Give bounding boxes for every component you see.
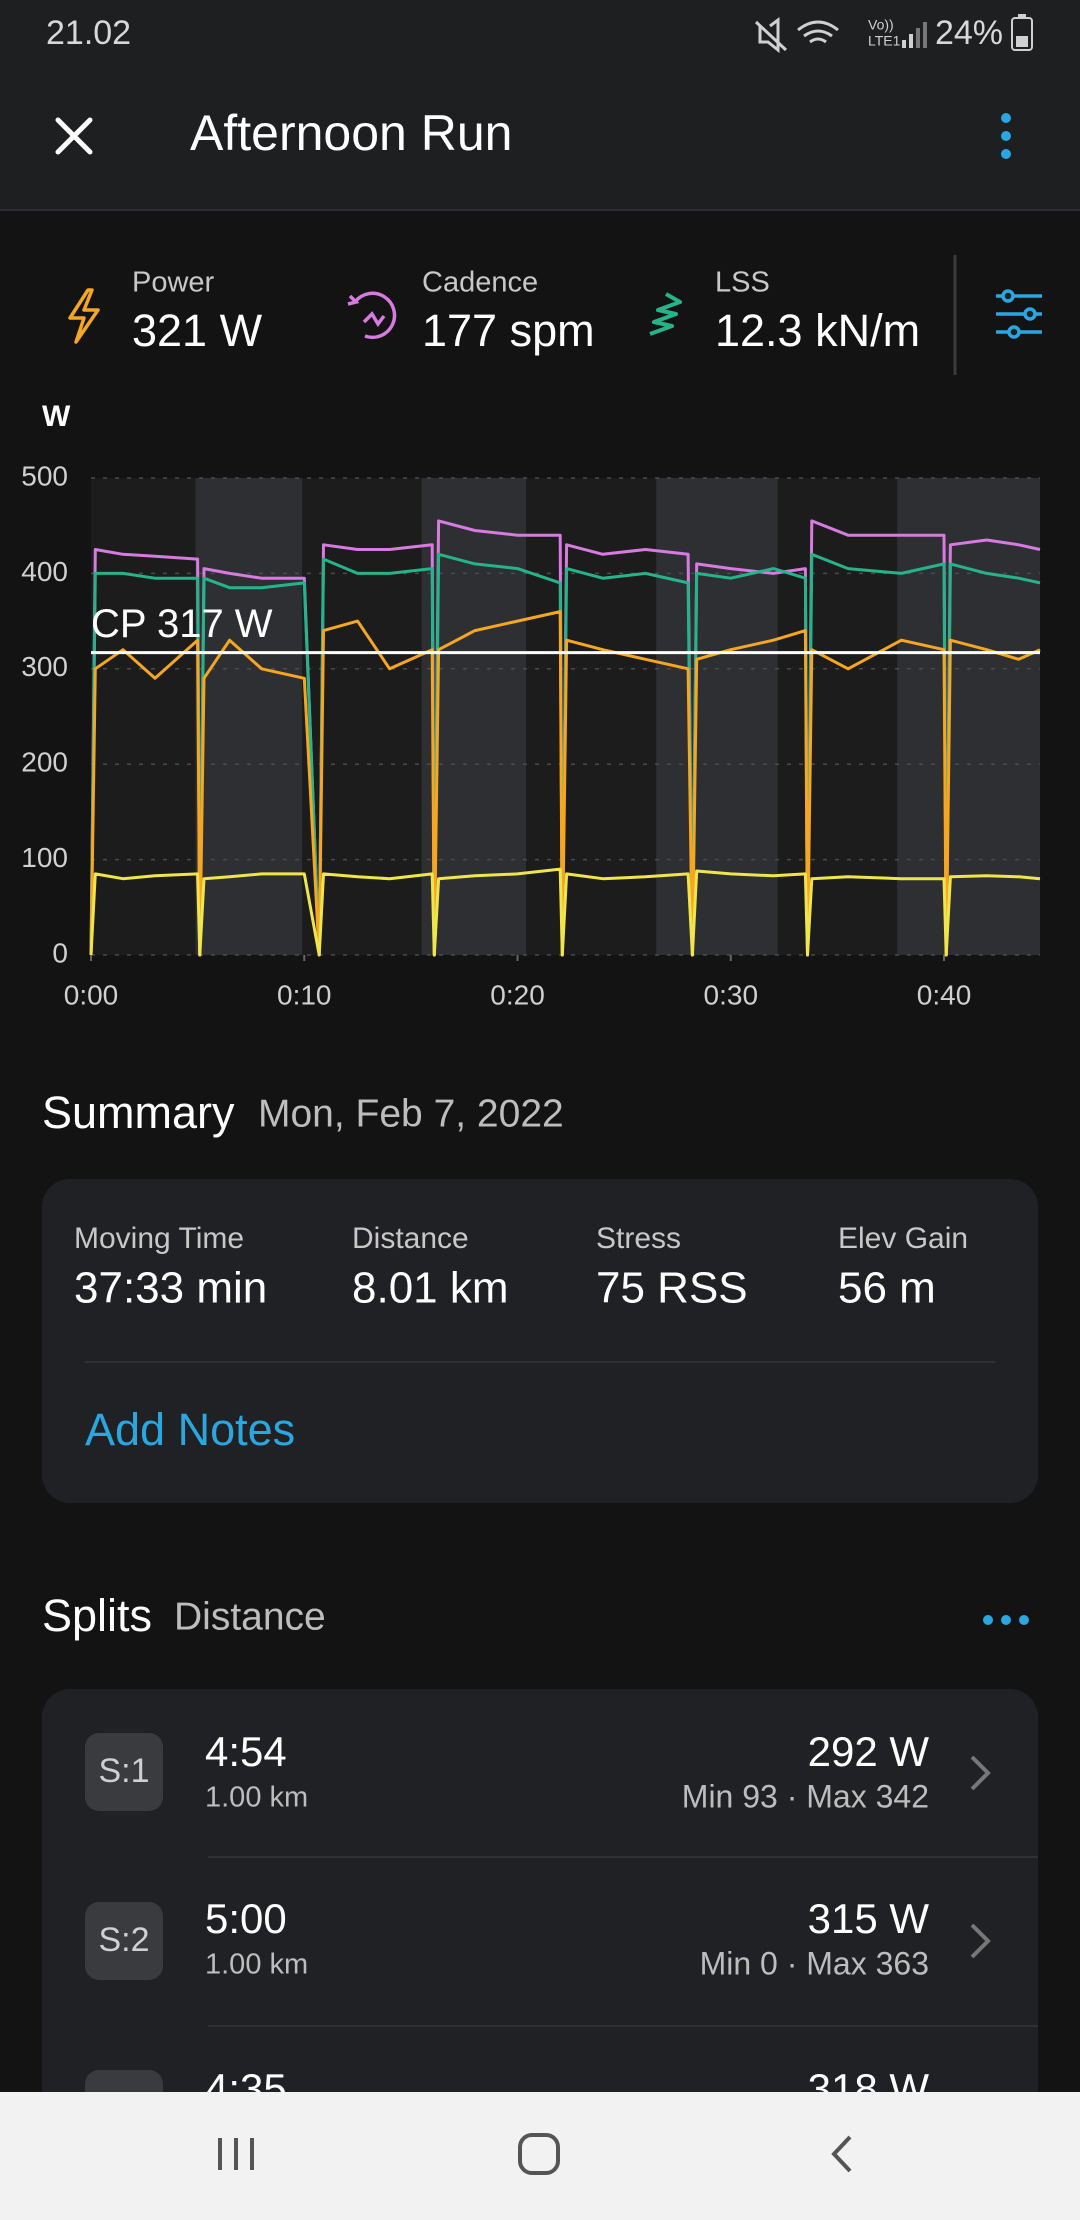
x-tick-label: 0:00: [64, 979, 119, 1010]
y-axis-label: W: [42, 400, 71, 433]
cp-label: CP 317 W: [91, 602, 273, 646]
power-icon: [68, 288, 100, 344]
splits-card: [42, 1689, 1038, 2220]
interval-band: [195, 478, 303, 955]
split-distance: 1.00 km: [205, 1949, 308, 1981]
split-row[interactable]: S:2 5:00 1.00 km 315 W Min 0 · Max 363: [85, 1895, 991, 1981]
y-tick-label: 400: [21, 556, 68, 587]
series-line: [89, 610, 1041, 957]
split-time: 5:00: [205, 1895, 287, 1942]
close-button[interactable]: [55, 117, 93, 155]
back-button[interactable]: [831, 2135, 852, 2173]
split-range: Min 0 · Max 363: [700, 1945, 929, 1981]
split-power: 292 W: [808, 1728, 930, 1775]
add-notes-button[interactable]: Add Notes: [85, 1404, 295, 1455]
status-icons: Vo)) LTE1: [754, 17, 927, 54]
interval-band: [656, 478, 778, 955]
section-title: Summary: [42, 1087, 235, 1138]
app-bar: [0, 68, 1080, 210]
x-tick-label: 0:10: [277, 979, 332, 1010]
split-badge: [85, 1902, 163, 1980]
recents-button[interactable]: [218, 2138, 254, 2170]
series-line: [89, 867, 1041, 957]
status-time: 21.02: [46, 14, 131, 52]
status-bar: [0, 0, 1080, 68]
chevron: [970, 1755, 991, 1791]
stat-label: Elev Gain: [838, 1222, 968, 1255]
home-button[interactable]: [518, 2133, 560, 2175]
overflow-menu[interactable]: [1001, 113, 1011, 159]
power-chart: 0 100 200 300 400 500 0:00 0:10 0:20 0:30 0:40 CP 3…: [21, 460, 1041, 1010]
stat-value: 37:33 min: [74, 1264, 267, 1313]
split-range: Min 93 · Max 342: [682, 1778, 929, 1814]
status-battery: 24%: [935, 14, 1003, 52]
stat-value: 75 RSS: [596, 1264, 748, 1313]
split-badge-label: S:1: [98, 1752, 149, 1790]
split-row[interactable]: S:1 4:54 1.00 km 292 W Min 93 · Max 342: [85, 1728, 991, 1814]
stat-label: Moving Time: [74, 1222, 244, 1255]
x-tick-label: 0:20: [490, 979, 545, 1010]
split-distance: 1.00 km: [205, 1782, 308, 1814]
stat-value: 56 m: [838, 1264, 936, 1313]
section-subtitle: Mon, Feb 7, 2022: [258, 1092, 564, 1135]
x-tick-label: 0:40: [917, 979, 972, 1010]
metric-value: 321 W: [132, 305, 263, 356]
page-title: Afternoon Run: [190, 105, 512, 161]
y-tick-label: 500: [21, 460, 68, 491]
y-tick-label: 200: [21, 747, 68, 778]
chevron: [970, 1923, 991, 1959]
svg-text:LTE1: LTE1: [868, 33, 901, 49]
section-title: Splits: [42, 1590, 152, 1641]
metric-label: LSS: [715, 267, 770, 299]
stat-value: 8.01 km: [352, 1264, 509, 1313]
x-tick-label: 0:30: [704, 979, 759, 1010]
y-tick-label: 100: [21, 842, 68, 873]
metric-label: Cadence: [422, 267, 538, 299]
svg-text:Vo)): Vo)): [868, 17, 894, 33]
navigation-bar: [0, 2092, 1080, 2220]
summary-card: [42, 1179, 1038, 1503]
stat-label: Distance: [352, 1222, 469, 1255]
metric-label: Power: [132, 267, 215, 299]
splits-menu[interactable]: [983, 1615, 1029, 1625]
split-time: 4:54: [205, 1728, 287, 1775]
y-tick-label: 0: [52, 937, 68, 968]
interval-band: [897, 478, 1040, 955]
split-badge: [85, 1733, 163, 1811]
filter-button[interactable]: [996, 289, 1042, 339]
battery-icon: [1011, 14, 1033, 51]
stat-label: Stress: [596, 1222, 681, 1255]
split-badge-label: S:2: [98, 1921, 149, 1959]
metric-value: 177 spm: [422, 305, 595, 356]
y-tick-label: 300: [21, 651, 68, 682]
split-power: 315 W: [808, 1895, 930, 1942]
section-subtitle: Distance: [174, 1595, 326, 1638]
metric-value: 12.3 kN/m: [715, 305, 920, 356]
lss-icon: [649, 292, 682, 336]
cadence-icon: [347, 291, 397, 340]
